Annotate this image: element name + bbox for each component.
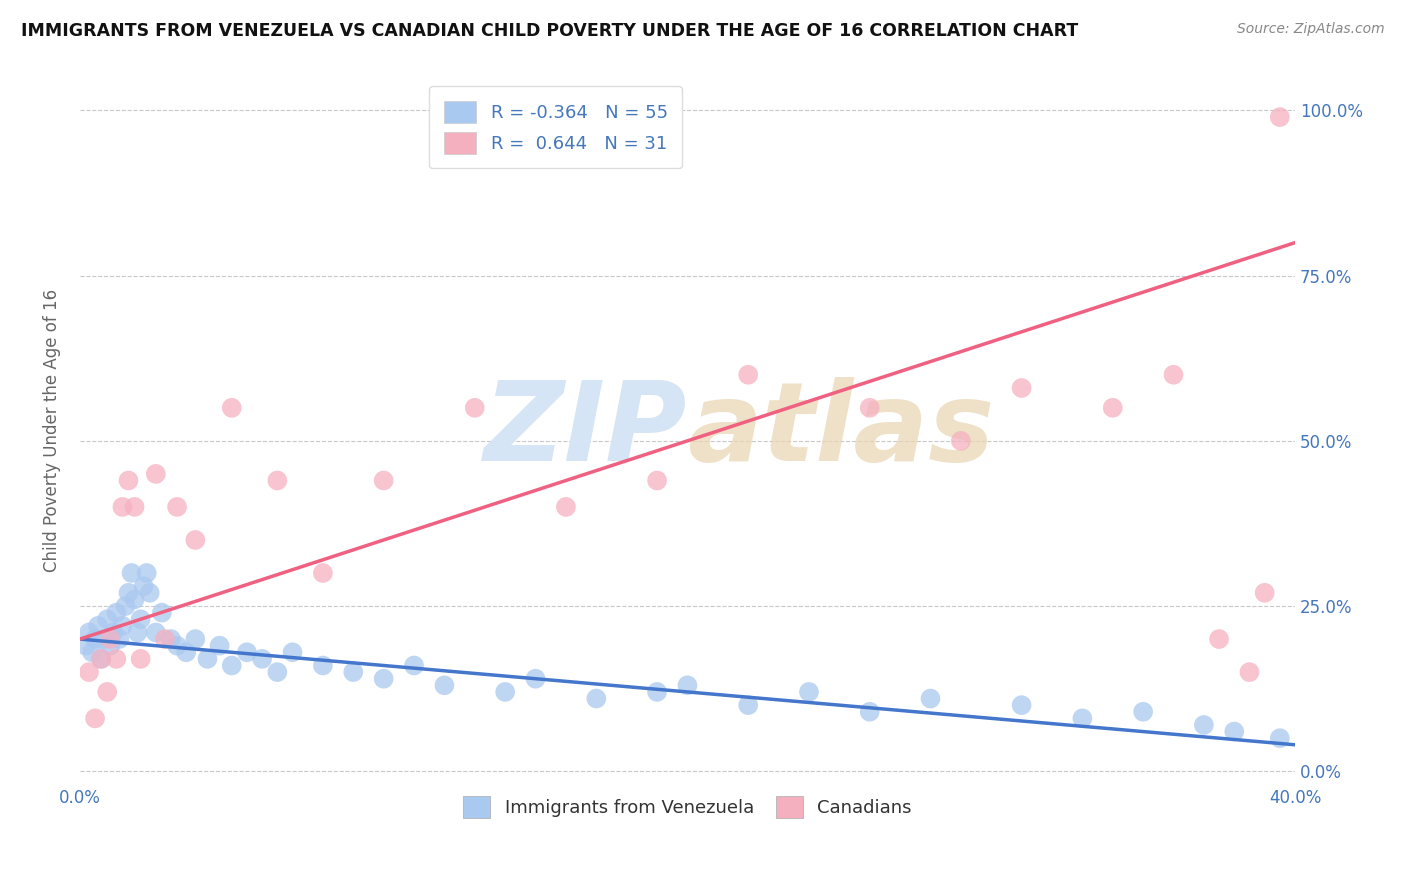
Point <box>949 434 972 448</box>
Point <box>312 566 335 580</box>
Point <box>124 500 146 514</box>
Point <box>402 658 425 673</box>
Point <box>75 639 97 653</box>
Point <box>266 665 288 679</box>
Point <box>859 705 882 719</box>
Point <box>1208 632 1230 646</box>
Point <box>153 632 176 646</box>
Point <box>105 652 128 666</box>
Point <box>150 606 173 620</box>
Y-axis label: Child Poverty Under the Age of 16: Child Poverty Under the Age of 16 <box>44 289 60 573</box>
Point <box>1101 401 1123 415</box>
Point <box>312 658 335 673</box>
Point <box>103 625 125 640</box>
Point <box>1268 110 1291 124</box>
Point <box>197 652 219 666</box>
Point <box>93 632 115 646</box>
Point <box>121 566 143 580</box>
Point <box>145 467 167 481</box>
Point <box>132 579 155 593</box>
Point <box>797 685 820 699</box>
Point <box>117 586 139 600</box>
Point <box>1223 724 1246 739</box>
Point <box>1011 698 1033 713</box>
Point <box>645 685 668 699</box>
Point <box>1239 665 1261 679</box>
Point <box>433 678 456 692</box>
Point <box>117 474 139 488</box>
Point <box>524 672 547 686</box>
Point <box>114 599 136 613</box>
Point <box>250 652 273 666</box>
Point <box>859 401 882 415</box>
Point <box>98 632 121 646</box>
Point <box>281 645 304 659</box>
Point <box>184 533 207 547</box>
Point <box>266 474 288 488</box>
Text: atlas: atlas <box>688 377 995 484</box>
Point <box>494 685 516 699</box>
Point <box>184 632 207 646</box>
Point <box>77 625 100 640</box>
Point <box>1268 731 1291 746</box>
Point <box>139 586 162 600</box>
Point <box>160 632 183 646</box>
Point <box>90 652 112 666</box>
Point <box>1192 718 1215 732</box>
Point <box>1163 368 1185 382</box>
Point <box>98 639 121 653</box>
Point <box>124 592 146 607</box>
Point <box>1071 711 1094 725</box>
Point <box>174 645 197 659</box>
Point <box>108 632 131 646</box>
Point <box>129 652 152 666</box>
Point <box>87 619 110 633</box>
Point <box>96 685 118 699</box>
Point <box>737 368 759 382</box>
Point <box>96 612 118 626</box>
Point <box>77 665 100 679</box>
Point <box>145 625 167 640</box>
Text: IMMIGRANTS FROM VENEZUELA VS CANADIAN CHILD POVERTY UNDER THE AGE OF 16 CORRELAT: IMMIGRANTS FROM VENEZUELA VS CANADIAN CH… <box>21 22 1078 40</box>
Point <box>342 665 364 679</box>
Point <box>236 645 259 659</box>
Point <box>84 711 107 725</box>
Point <box>135 566 157 580</box>
Point <box>111 500 134 514</box>
Point <box>555 500 578 514</box>
Point <box>221 401 243 415</box>
Point <box>84 632 107 646</box>
Point <box>1132 705 1154 719</box>
Point <box>166 500 188 514</box>
Point <box>127 625 149 640</box>
Point <box>111 619 134 633</box>
Point <box>1253 586 1275 600</box>
Point <box>464 401 486 415</box>
Point <box>166 639 188 653</box>
Point <box>90 652 112 666</box>
Point <box>373 474 395 488</box>
Point <box>737 698 759 713</box>
Point <box>105 606 128 620</box>
Text: Source: ZipAtlas.com: Source: ZipAtlas.com <box>1237 22 1385 37</box>
Point <box>645 474 668 488</box>
Point <box>80 645 103 659</box>
Point <box>1011 381 1033 395</box>
Legend: Immigrants from Venezuela, Canadians: Immigrants from Venezuela, Canadians <box>456 789 920 825</box>
Point <box>221 658 243 673</box>
Point <box>208 639 231 653</box>
Point <box>676 678 699 692</box>
Point <box>373 672 395 686</box>
Text: ZIP: ZIP <box>484 377 688 484</box>
Point <box>129 612 152 626</box>
Point <box>920 691 942 706</box>
Point <box>585 691 607 706</box>
